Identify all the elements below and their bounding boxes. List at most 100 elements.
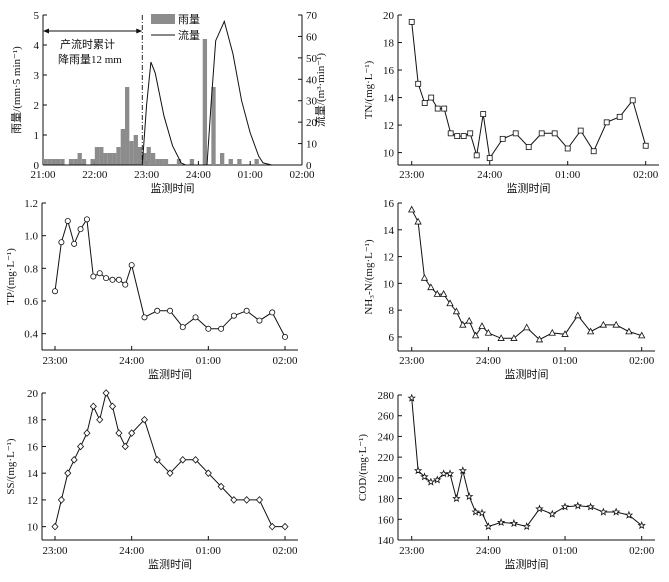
data-point-diamond — [204, 469, 212, 477]
rain-bar — [81, 159, 87, 165]
x-tick-label: 22:00 — [82, 169, 108, 181]
data-point-square — [454, 133, 461, 140]
x-tick-label: 02:00 — [629, 355, 655, 367]
data-point-triangle — [599, 320, 608, 328]
data-point-square — [564, 145, 571, 152]
data-point-star — [509, 518, 519, 528]
data-point-star — [439, 469, 448, 478]
y-tick-label: 200 — [378, 473, 395, 485]
data-point-diamond — [77, 442, 85, 451]
data-point-star — [433, 475, 442, 484]
x-tick-label: 02:00 — [629, 545, 655, 557]
x-tick-label: 01:00 — [238, 169, 264, 181]
x-tick-label: 23:00 — [399, 545, 425, 557]
data-point-square — [642, 142, 649, 149]
data-point-triangle — [471, 331, 480, 339]
series-line — [54, 391, 285, 528]
rain-bar — [237, 159, 242, 165]
data-point-square — [551, 130, 558, 137]
annotation-line-2: 降雨量12 mm — [58, 52, 122, 66]
data-point-square — [525, 144, 532, 151]
x-tick-label: 02:00 — [272, 545, 298, 557]
y2-tick-label: 30 — [306, 96, 318, 108]
chart-panel-5: 10 12 14 16 18 20 23:00 24:00 01:00 02:00 监测时间 SS/(… — [5, 388, 298, 571]
data-point-square — [460, 133, 467, 140]
rain-bar — [77, 153, 82, 165]
rain-bar — [43, 159, 48, 165]
data-point-circle — [166, 307, 173, 314]
rain-bar — [90, 159, 95, 165]
data-point-diamond — [230, 496, 238, 504]
data-point-circle — [122, 281, 129, 288]
annotation-line-1: 产流时累计 — [60, 37, 115, 51]
chart-panel-1: 0 1 2 3 4 5 21:00 22:00 23:00 24:00 01:00 02:00 监测时间… — [10, 10, 327, 195]
x-tick-label: 24:00 — [476, 355, 502, 367]
data-point-star — [599, 507, 608, 516]
rain-bar — [163, 159, 169, 165]
y-axis-label: COD/(mg·L⁻¹) — [357, 434, 369, 501]
data-point-triangle — [420, 273, 429, 281]
y-tick-label: 12 — [383, 252, 394, 264]
data-point-star — [560, 502, 570, 511]
data-point-star — [611, 507, 621, 516]
data-point-circle — [230, 312, 237, 319]
y-tick-label: 14 — [383, 93, 395, 105]
y-tick-label: 3 — [34, 70, 40, 82]
rain-bar — [68, 159, 74, 165]
data-point-diamond — [57, 496, 65, 504]
x-tick-label: 23:00 — [42, 355, 68, 367]
data-point-square — [486, 155, 493, 162]
y-axis-label: NH₃-N/(mg·L⁻¹) — [363, 239, 375, 315]
x-tick-label: 24:00 — [119, 545, 145, 557]
data-point-triangle — [427, 283, 435, 291]
y-axis-label: TP/(mg·L⁻¹) — [5, 248, 17, 305]
x-tick-label: 24:00 — [119, 355, 145, 367]
data-point-square — [590, 148, 597, 155]
rain-bar — [137, 147, 143, 165]
flow-line — [43, 19, 302, 166]
rain-bar — [129, 141, 134, 165]
legend-label-flow: 流量 — [178, 28, 200, 42]
x-tick-label: 02:00 — [633, 169, 659, 181]
x-tick-label: 01:00 — [553, 545, 579, 557]
y-tick-label: 10 — [27, 522, 39, 534]
y-tick-label: 12 — [383, 120, 394, 132]
data-point-star — [464, 492, 474, 501]
y2-tick-label: 0 — [306, 160, 312, 172]
data-point-star — [535, 504, 544, 513]
series-line — [54, 217, 286, 338]
data-point-triangle — [433, 290, 441, 297]
data-point-square — [577, 127, 584, 134]
data-point-triangle — [465, 316, 473, 324]
data-point-circle — [71, 240, 78, 247]
data-point-circle — [109, 276, 116, 283]
data-point-triangle — [484, 328, 493, 336]
data-point-diamond — [268, 522, 276, 531]
y-tick-label: 220 — [378, 452, 395, 464]
y-tick-label: 1.0 — [24, 231, 38, 243]
chart-panel-4: 6 8 10 12 14 16 23:00 24:00 01:00 02:00 监测时间 NH₃-N/… — [363, 198, 655, 381]
data-point-star — [445, 469, 455, 478]
y-tick-label: 5 — [34, 10, 40, 22]
x-tick-label: 24:00 — [477, 169, 503, 181]
data-point-circle — [96, 270, 103, 277]
y-tick-label: 0.4 — [24, 329, 38, 341]
x-tick-label: 24:00 — [186, 169, 212, 181]
rain-bar — [125, 87, 130, 165]
data-point-diamond — [96, 415, 104, 424]
data-point-star — [522, 522, 531, 531]
y-tick-label: 0 — [34, 160, 40, 172]
data-point-square — [447, 130, 454, 137]
data-point-diamond — [179, 456, 187, 464]
rain-bar — [176, 159, 182, 165]
x-tick-label: 23:00 — [399, 169, 425, 181]
x-axis-label: 监测时间 — [505, 368, 549, 381]
rain-bar — [55, 159, 61, 165]
x-axis-label: 监测时间 — [148, 368, 192, 381]
rain-bar — [159, 159, 164, 165]
rain-bar — [47, 159, 52, 165]
data-point-triangle — [439, 290, 448, 297]
data-point-triangle — [561, 330, 569, 337]
y-tick-label: 12 — [27, 495, 38, 507]
